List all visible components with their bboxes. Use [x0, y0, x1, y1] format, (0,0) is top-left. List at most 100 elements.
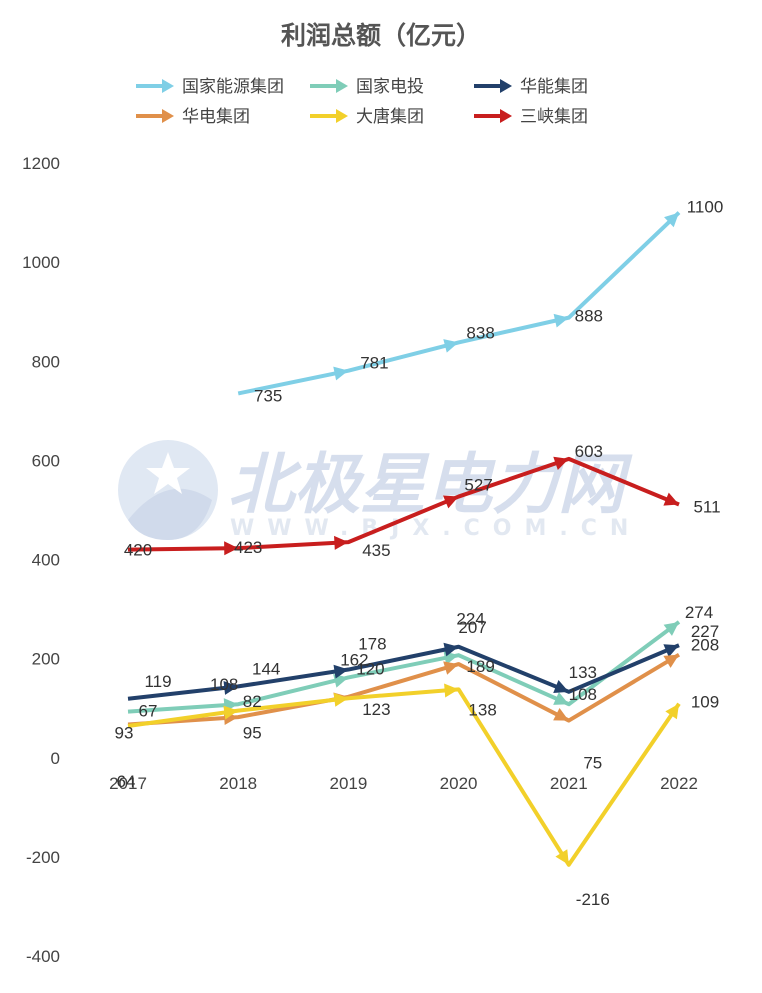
- legend-label: 华电集团: [182, 107, 250, 127]
- legend-label: 三峡集团: [520, 107, 588, 127]
- data-point-arrow: [442, 495, 459, 509]
- legend-item: 国家电投: [310, 77, 424, 97]
- data-label: 423: [234, 538, 262, 557]
- legend-item: 大唐集团: [310, 106, 424, 127]
- data-label: -216: [576, 890, 610, 909]
- x-tick-label: 2018: [219, 774, 257, 793]
- data-label: 1100: [687, 198, 724, 217]
- data-label: 603: [575, 442, 603, 461]
- data-label: 144: [252, 659, 280, 678]
- watermark: 北极星电力网 WWW.BJX.COM.CN: [118, 440, 641, 541]
- data-point-arrow: [333, 692, 349, 707]
- legend-arrow-icon: [500, 109, 512, 123]
- data-labels: 735 781 838 888 1100 93 108 162 207 108 274 119 144 1…: [115, 198, 724, 909]
- data-label: 109: [691, 693, 719, 712]
- series-lines: [127, 211, 681, 867]
- data-label: 138: [468, 700, 496, 719]
- data-label: 781: [360, 354, 388, 373]
- legend-label: 大唐集团: [356, 106, 424, 127]
- watermark-subtext: WWW.BJX.COM.CN: [230, 516, 641, 541]
- x-tick-label: 2022: [660, 774, 698, 793]
- data-point-arrow: [444, 683, 459, 698]
- data-label: 511: [693, 497, 720, 516]
- data-label: 888: [575, 307, 603, 326]
- legend-item: 三峡集团: [474, 107, 588, 127]
- data-point-arrow: [663, 644, 679, 658]
- x-tick-label: 2019: [329, 774, 367, 793]
- y-tick-label: -400: [26, 947, 60, 966]
- legend-arrow-icon: [500, 79, 512, 93]
- data-label: 178: [358, 635, 386, 654]
- watermark-logo-icon: [118, 440, 218, 540]
- data-point-arrow: [555, 849, 569, 865]
- legend-arrow-icon: [162, 109, 174, 123]
- series-line: [237, 211, 681, 396]
- data-point-arrow: [443, 339, 459, 353]
- data-point-arrow: [443, 661, 459, 675]
- data-label: 274: [685, 603, 713, 622]
- data-point-arrow: [553, 456, 569, 471]
- data-point-arrow: [663, 654, 679, 668]
- series-path: [127, 456, 680, 552]
- data-point-arrow: [333, 366, 349, 381]
- y-tick-label: -200: [26, 848, 60, 867]
- data-label: 162: [340, 650, 368, 669]
- data-label: 838: [466, 323, 494, 342]
- data-point-arrow: [663, 621, 679, 636]
- series-path: [237, 211, 681, 396]
- legend-arrow-icon: [336, 109, 348, 123]
- chart-title: 利润总额（亿元）: [281, 21, 481, 50]
- data-point-arrow: [224, 541, 239, 556]
- data-label: 95: [243, 724, 262, 743]
- data-label: 207: [458, 618, 486, 637]
- y-tick-label: 800: [32, 352, 60, 371]
- data-label: 93: [115, 724, 134, 743]
- data-label: 189: [466, 657, 494, 676]
- data-point-arrow: [553, 313, 569, 328]
- y-tick-label: 400: [32, 551, 60, 570]
- y-tick-label: 0: [51, 749, 60, 768]
- data-label: 208: [691, 636, 719, 655]
- legend-item: 国家能源集团: [136, 77, 284, 97]
- x-tick-label: 2020: [440, 774, 478, 793]
- legend-item: 华能集团: [474, 77, 588, 97]
- series-line: [127, 456, 680, 556]
- data-label: 64: [117, 772, 136, 791]
- data-label: 123: [362, 700, 390, 719]
- data-point-arrow: [223, 705, 239, 720]
- y-tick-label: 200: [32, 650, 60, 669]
- x-tick-label: 2017: [109, 774, 147, 793]
- y-axis: -400 -200 0 200 400 600 800 1000 1200: [22, 154, 60, 966]
- data-label: 67: [139, 702, 158, 721]
- legend-label: 华能集团: [520, 77, 588, 97]
- x-axis: 2017 2018 2019 2020 2021 2022: [109, 774, 698, 793]
- data-label: 420: [124, 541, 152, 560]
- y-tick-label: 600: [32, 451, 60, 470]
- data-point-arrow: [553, 680, 569, 694]
- y-tick-label: 1200: [22, 154, 60, 173]
- data-label: 224: [456, 610, 484, 629]
- series-path: [127, 687, 681, 867]
- legend-arrow-icon: [162, 79, 174, 93]
- series-line: [127, 683, 681, 867]
- data-point-arrow: [665, 703, 679, 720]
- legend-label: 国家能源集团: [182, 77, 284, 97]
- data-label: 133: [569, 663, 597, 682]
- data-label: 227: [691, 622, 719, 641]
- series-path: [127, 620, 681, 714]
- data-label: 75: [583, 754, 602, 773]
- series-path: [127, 652, 681, 727]
- data-point-arrow: [664, 212, 679, 228]
- data-point-arrow: [663, 492, 679, 506]
- data-label: 527: [464, 476, 492, 495]
- x-tick-label: 2021: [550, 774, 588, 793]
- data-label: 108: [210, 675, 238, 694]
- data-label: 108: [569, 685, 597, 704]
- data-label: 82: [243, 692, 262, 711]
- data-point-arrow: [553, 707, 569, 721]
- data-label: 119: [144, 672, 171, 691]
- series-line: [127, 642, 680, 701]
- data-point-arrow: [223, 680, 239, 695]
